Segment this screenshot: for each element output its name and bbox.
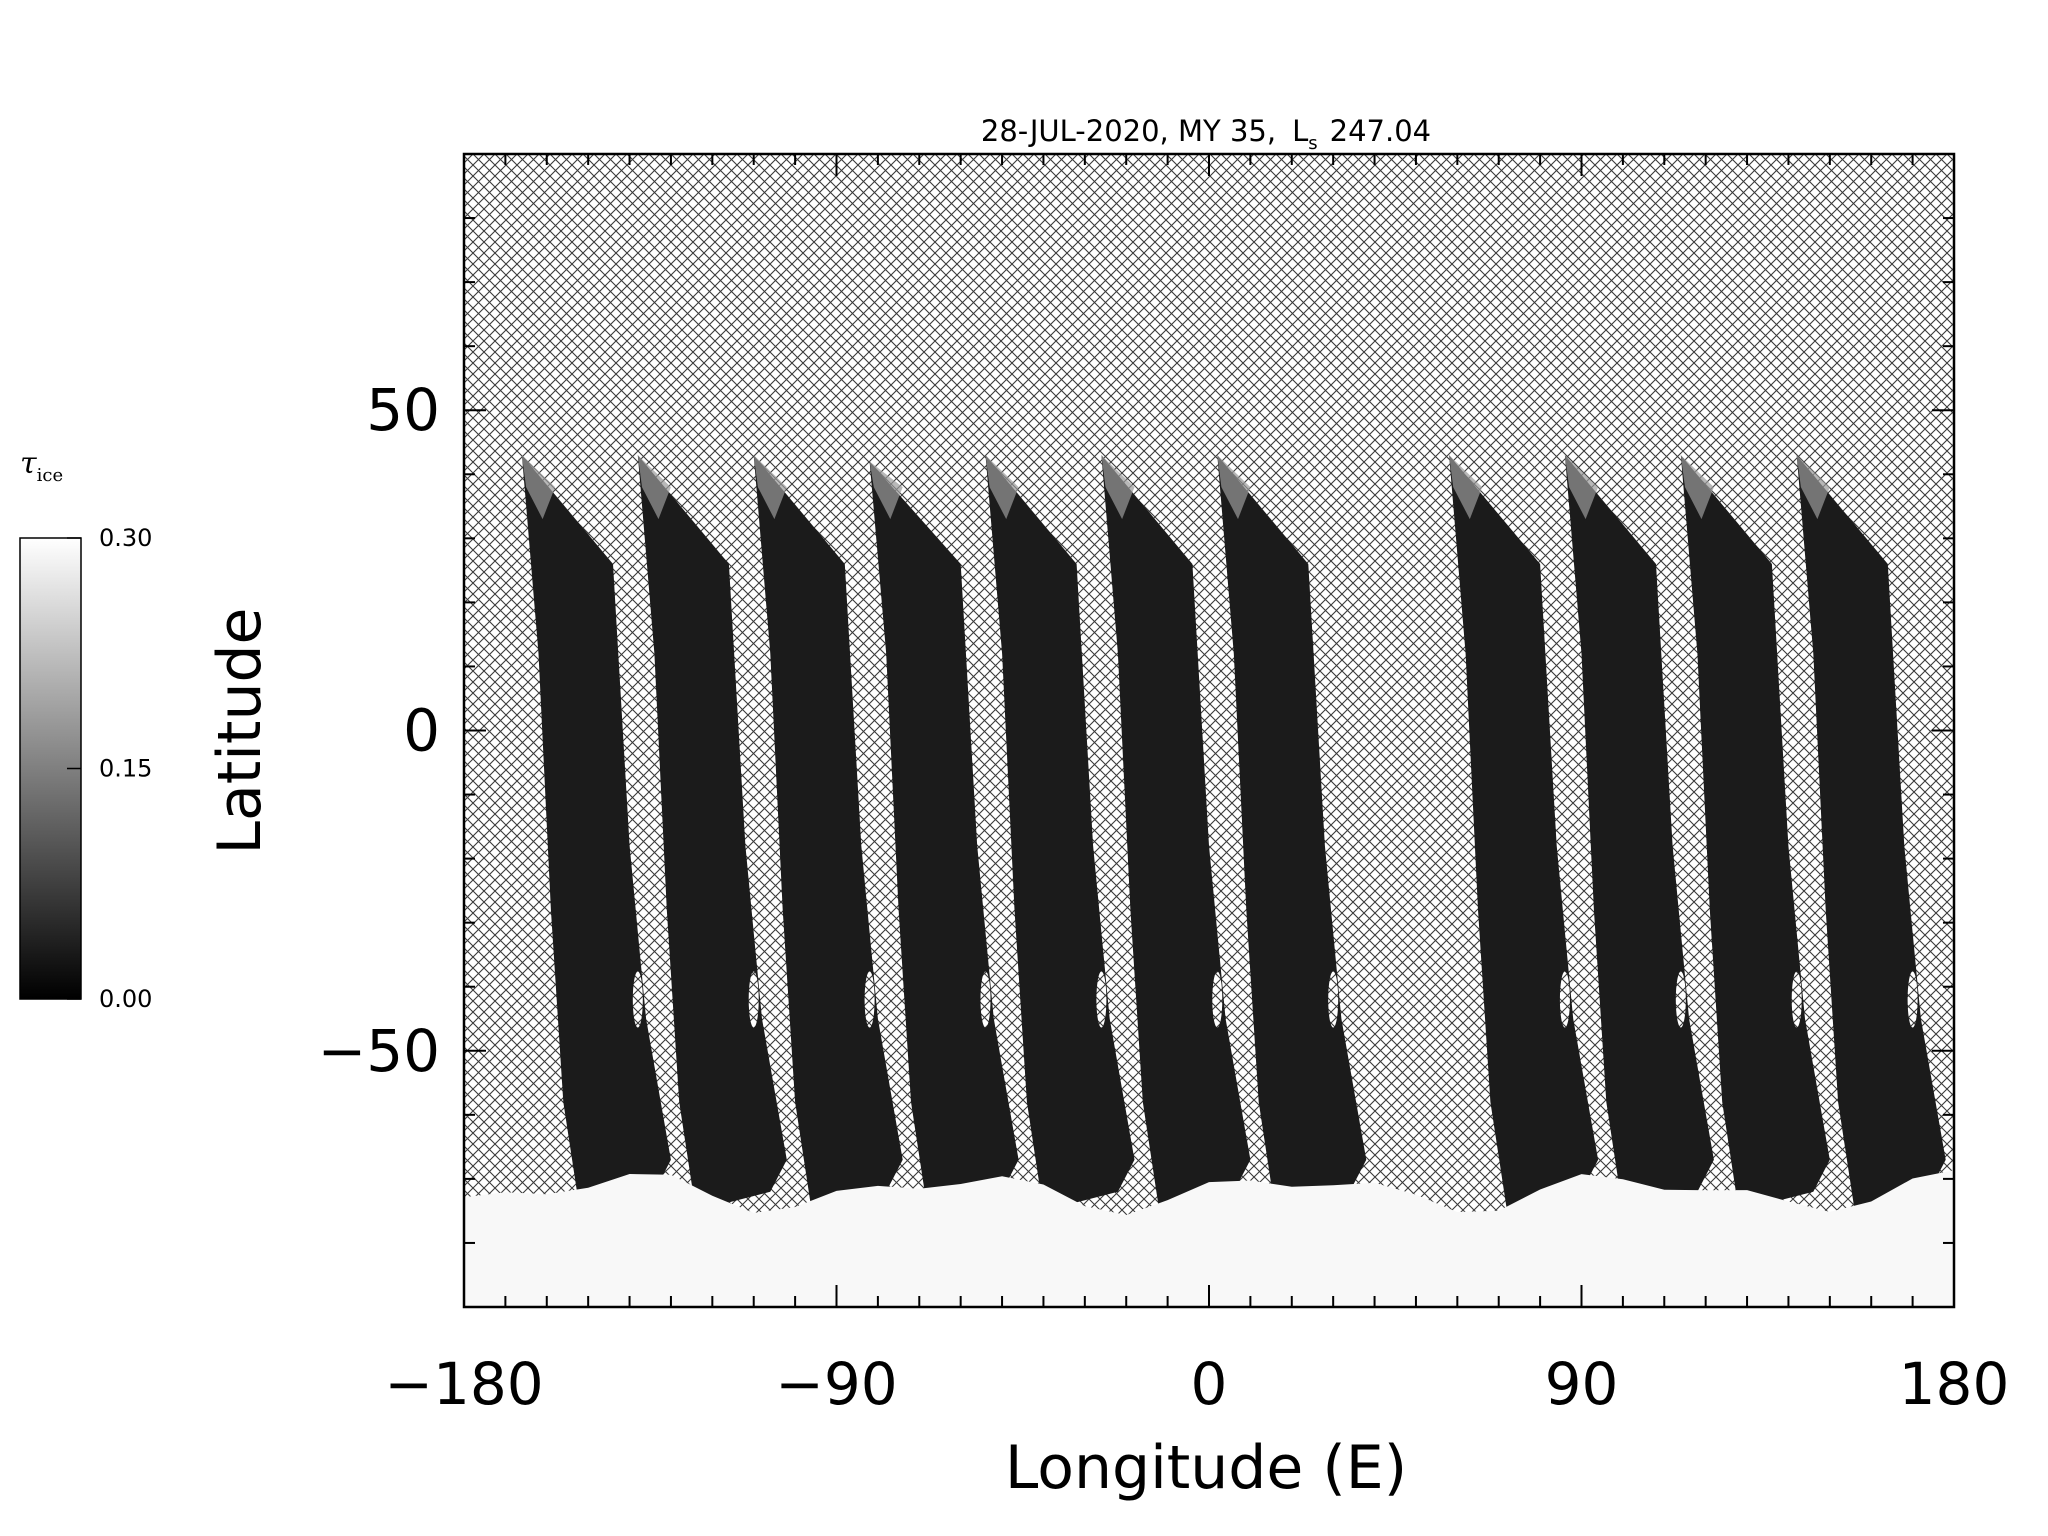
- title-ls-subscript: s: [1308, 133, 1317, 154]
- swath-limb-8: [1449, 455, 1483, 520]
- title-date: 28-JUL-2020, MY 35,: [981, 114, 1276, 148]
- title-ls-value: 247.04: [1330, 114, 1431, 148]
- swath-11: [1796, 455, 1946, 1211]
- colorbar-ticks: 0.00 0.15 0.30: [67, 524, 152, 1013]
- colorbar-title-symbol: τ: [20, 446, 37, 481]
- swath-group: [521, 455, 1946, 1211]
- x-tick-label: 180: [1899, 1350, 2010, 1418]
- colorbar-title-subscript: ice: [37, 465, 64, 486]
- title-ls-symbol: L: [1292, 114, 1308, 148]
- x-tick-label: 90: [1545, 1350, 1619, 1418]
- y-tick-labels: −50 0 50: [318, 376, 440, 1085]
- swath-limb-6: [1101, 455, 1135, 520]
- swath-gap-7: [1328, 971, 1339, 1028]
- swath-3: [753, 455, 903, 1211]
- swath-9: [1564, 455, 1714, 1211]
- swath-gap-2: [748, 971, 759, 1028]
- swath-gap-6: [1212, 971, 1223, 1028]
- swath-8: [1449, 455, 1599, 1211]
- colorbar-tick-label: 0.30: [99, 524, 152, 552]
- swath-gap-11: [1907, 971, 1918, 1028]
- colorbar: τice 0.00 0.15 0.30: [19, 446, 152, 1013]
- colorbar-title: τice: [20, 446, 63, 486]
- swath-2: [637, 455, 787, 1211]
- swath-5: [985, 455, 1135, 1211]
- y-tick-label: −50: [318, 1017, 440, 1085]
- swath-10: [1680, 455, 1830, 1211]
- x-axis-label: Longitude (E): [1005, 1433, 1407, 1503]
- x-tick-labels: −180 −90 0 90 180: [384, 1350, 2009, 1418]
- colorbar-tick-label: 0.00: [99, 985, 152, 1013]
- swath-limb-10: [1680, 455, 1714, 520]
- y-tick-label: 0: [403, 697, 440, 765]
- swath-gap-8: [1559, 971, 1570, 1028]
- chart-title: 28-JUL-2020, MY 35, Ls 247.04: [981, 114, 1431, 154]
- swath-limb-3: [753, 455, 787, 520]
- plot-area: [464, 154, 1954, 1307]
- x-tick-label: −90: [775, 1350, 897, 1418]
- swath-6: [1101, 455, 1251, 1211]
- y-axis-label: Latitude: [205, 608, 275, 855]
- swath-limb-9: [1564, 455, 1599, 520]
- swath-limb-11: [1796, 455, 1830, 520]
- colorbar-tick-label: 0.15: [99, 755, 152, 783]
- y-tick-label: 50: [366, 376, 440, 444]
- swath-limb-2: [637, 455, 671, 520]
- x-tick-label: 0: [1191, 1350, 1228, 1418]
- swath-limb-7: [1217, 455, 1251, 520]
- swath-gap-9: [1675, 971, 1686, 1028]
- swath-gap-5: [1096, 971, 1107, 1028]
- x-tick-label: −180: [384, 1350, 543, 1418]
- swath-limb-4: [869, 461, 903, 520]
- swath-gap-3: [864, 971, 875, 1028]
- swath-4: [869, 461, 1019, 1211]
- swath-1: [521, 455, 671, 1211]
- swath-gap-4: [980, 971, 991, 1028]
- swath-gap-1: [632, 971, 643, 1028]
- south-polar-ice-region: [464, 1170, 1954, 1307]
- swath-limb-1: [521, 455, 556, 520]
- axis-ticks: [463, 153, 1955, 1308]
- swath-limb-5: [985, 455, 1019, 520]
- swath-7: [1217, 455, 1367, 1211]
- swath-gap-10: [1791, 971, 1802, 1028]
